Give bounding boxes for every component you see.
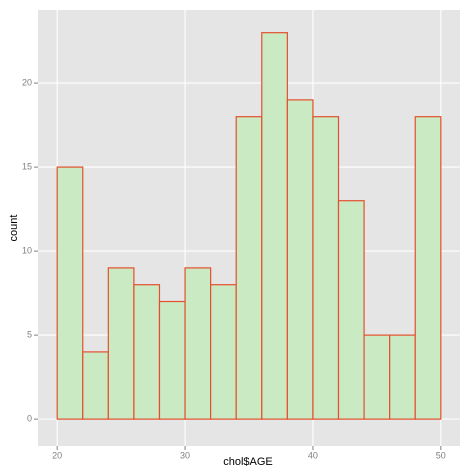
x-tick-label: 20 [52, 450, 62, 460]
bar [389, 334, 416, 420]
bar [133, 284, 161, 420]
x-axis-title: chol$AGE [223, 456, 273, 468]
bar [56, 166, 84, 420]
bar [82, 351, 109, 420]
y-tick-label: 5 [27, 329, 32, 339]
bar [235, 116, 263, 420]
y-tick-label: 0 [27, 413, 32, 423]
bar [337, 200, 365, 420]
bar [210, 284, 237, 420]
bar [414, 116, 442, 420]
y-tick-label: 20 [22, 77, 32, 87]
x-tick-label: 40 [308, 450, 318, 460]
bar [158, 300, 186, 420]
y-tick-label: 15 [22, 161, 32, 171]
y-axis-title: count [8, 215, 20, 242]
bar [363, 334, 391, 420]
bar [184, 267, 212, 420]
x-tick-label: 30 [180, 450, 190, 460]
bar [312, 116, 340, 420]
bar [286, 99, 314, 420]
x-tick-label: 50 [436, 450, 446, 460]
y-tick-label: 10 [22, 245, 32, 255]
bar [107, 267, 135, 420]
bar [261, 32, 288, 420]
